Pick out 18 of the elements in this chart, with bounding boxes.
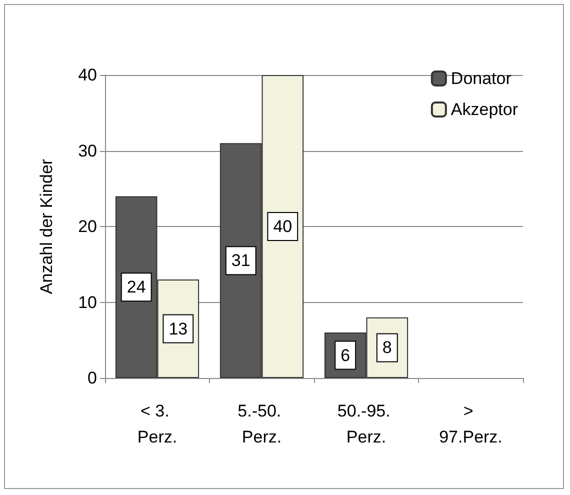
data-label: 6 [340,346,350,365]
legend-label: Donator [450,69,512,88]
data-label: 8 [382,338,392,358]
y-tick-label: 30 [78,141,97,160]
x-tick-label: < 3. Perz. [137,402,178,446]
data-label: 13 [168,319,188,338]
x-tick-label: 5.-50. Perz. [238,402,286,446]
y-tick-label: 0 [88,368,97,388]
y-axis-title: Anzahl der Kinder [37,158,56,294]
data-label: 40 [273,217,292,236]
data-label: 31 [231,251,250,270]
x-tick-label: 50.-95. Perz. [337,402,396,446]
data-label: 24 [126,278,146,297]
y-tick-label: 20 [78,217,97,236]
legend-label: Akzeptor [450,100,518,119]
y-tick-label: 10 [78,292,97,312]
y-tick-label: 40 [78,66,97,84]
x-tick-label: > 97.Perz. [439,402,502,446]
